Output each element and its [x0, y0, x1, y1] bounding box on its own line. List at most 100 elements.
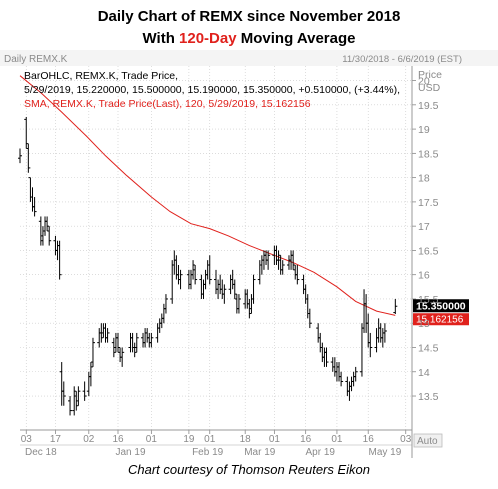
x-tick-label: 16 [112, 434, 124, 445]
ohlc-bar [251, 274, 256, 304]
sma-series [19, 75, 396, 316]
auto-scale-label: Auto [417, 436, 438, 447]
ohlc-bar [368, 332, 373, 358]
ohlc-bar [186, 269, 191, 290]
ohlc-bar [332, 357, 337, 377]
y-axis-label-line-1: Price [418, 69, 442, 81]
y-tick-label: 14.5 [418, 342, 439, 354]
ohlc-bar [322, 347, 327, 367]
ohlc-bar [222, 284, 227, 304]
ohlc-bar [280, 260, 285, 275]
ohlc-bar [289, 250, 294, 270]
ohlc-bar [32, 197, 37, 217]
ohlc-bar [345, 376, 350, 397]
y-tick-label: 16.5 [418, 245, 439, 257]
ohlc-bar [105, 328, 110, 343]
price-chart[interactable]: Daily REMX.K 11/30/2018 - 6/6/2019 (EST) 1… [0, 50, 498, 458]
ohlc-bar [234, 294, 239, 314]
legend-line-3: SMA, REMX.K, Trade Price(Last), 120, 5/2… [24, 98, 311, 110]
ohlc-bar [380, 328, 385, 348]
title-line-2: With 120-Day Moving Average [0, 28, 498, 50]
ohlc-bar [116, 332, 120, 353]
last-sma-label: 15.162156 [416, 315, 464, 326]
ohlc-bar [324, 347, 329, 367]
y-tick-label: 18 [418, 173, 430, 185]
ohlc-bar [378, 323, 383, 343]
legend-line-1: BarOHLC, REMX.K, Trade Price, [24, 70, 178, 82]
ohlc-bar [230, 269, 235, 290]
ohlc-bar [218, 274, 223, 295]
ohlc-bar [286, 255, 291, 270]
chart-title: Daily Chart of REMX since November 2018 … [0, 6, 498, 50]
legend-line-2: 5/29/2019, 15.220000, 15.500000, 15.1900… [24, 84, 400, 96]
ohlc-bar [201, 279, 206, 299]
ohlc-bar [295, 264, 300, 285]
ohlc-bar [207, 255, 212, 285]
ohlc-bar [320, 342, 325, 363]
auto-scale-button [413, 433, 443, 448]
chart-header-band [0, 50, 498, 66]
last-price-box [413, 299, 469, 313]
ohlc-bar [266, 250, 271, 270]
ohlc-bar [382, 323, 387, 343]
ohlc-bar [38, 216, 43, 246]
y-tick-label: 17 [418, 221, 430, 233]
ohlc-bar [118, 347, 123, 363]
y-tick-label: 19.5 [418, 100, 439, 112]
x-month-label: Jan 19 [115, 447, 145, 458]
ohlc-bar [26, 143, 31, 173]
x-month-label: Feb 19 [192, 447, 224, 458]
ohlc-bar [351, 371, 356, 387]
ohlc-bar [72, 386, 77, 416]
x-tick-label: 03 [400, 434, 412, 445]
x-tick-label: 01 [269, 434, 281, 445]
y-tick-label: 14 [418, 367, 430, 379]
ohlc-bar [243, 289, 248, 309]
y-tick-label: 19 [418, 124, 430, 136]
ohlc-bar [120, 347, 125, 367]
ohlc-bar [307, 308, 312, 329]
ohlc-bar [214, 269, 218, 295]
ohlc-bar [364, 294, 369, 333]
title-line-1: Daily Chart of REMX since November 2018 [97, 8, 401, 25]
ohlc-bar [145, 328, 150, 343]
ohlc-bar [149, 332, 154, 348]
ohlc-bar [86, 371, 91, 397]
x-tick-label: 16 [300, 434, 312, 445]
x-tick-label: 01 [146, 434, 158, 445]
ohlc-bar [103, 323, 108, 343]
ohlc-bar [249, 294, 254, 314]
ohlc-bar [88, 362, 93, 387]
x-month-label: Mar 19 [244, 447, 276, 458]
x-tick-label: 19 [183, 434, 195, 445]
ohlc-bar [362, 289, 367, 333]
ohlc-bar [59, 362, 64, 406]
x-tick-label: 17 [50, 434, 62, 445]
x-tick-label: 01 [204, 434, 216, 445]
ohlc-series [18, 116, 398, 416]
ohlc-bar [305, 294, 310, 319]
ohlc-bar [188, 269, 193, 290]
x-tick-label: 01 [331, 434, 343, 445]
ohlc-bar [376, 318, 381, 343]
ohlc-bar [147, 332, 152, 348]
ohlc-bar [68, 396, 73, 416]
ohlc-bar [90, 337, 95, 367]
ohlc-bar [30, 187, 35, 212]
ohlc-bar [113, 332, 118, 353]
x-tick-label: 03 [21, 434, 33, 445]
ohlc-bar [97, 328, 102, 348]
ohlc-bar [43, 216, 48, 236]
ohlc-bar [159, 313, 164, 329]
y-tick-label: 15.5 [418, 294, 439, 306]
ohlc-bar [193, 264, 198, 285]
x-month-label: Apr 19 [306, 447, 336, 458]
ohlc-bar [141, 332, 146, 348]
ohlc-bar [155, 323, 160, 343]
title-line-2-suffix: Moving Average [236, 30, 356, 47]
ohlc-bar [353, 366, 358, 382]
ohlc-bar [170, 260, 175, 304]
ohlc-bar [40, 226, 45, 246]
grid [20, 66, 412, 430]
ohlc-bar [203, 269, 208, 290]
